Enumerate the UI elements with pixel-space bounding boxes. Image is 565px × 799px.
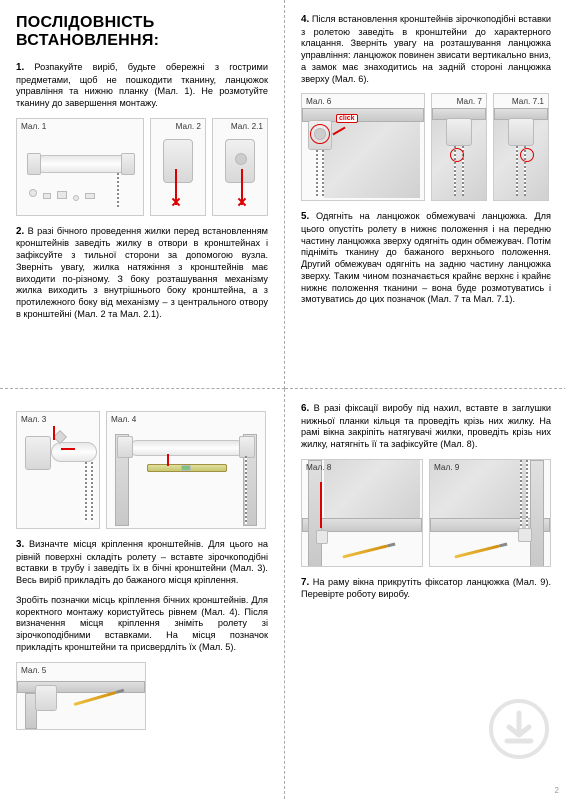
quadrant-bottom-left: Мал. 3 Мал. 4 3. [0,389,285,799]
step-4-text: 4. Після встановлення кронштейнів зірочк… [301,14,551,85]
step-6-text: 6. В разі фіксації виробу під нахил, вст… [301,403,551,451]
figure-1: Мал. 1 [16,118,144,216]
figure-4: Мал. 4 [106,411,266,529]
step-7-text: 7. На раму вікна прикрутіть фіксатор лан… [301,577,551,601]
figure-3: Мал. 3 [16,411,100,529]
figure-row-3-4: Мал. 3 Мал. 4 [16,411,268,529]
step-2-text: 2. В разі бічного проведення жилки перед… [16,226,268,321]
figure-7-1: Мал. 7.1 [493,93,549,201]
figure-row-8-9: Мал. 8 Мал. 9 [301,459,551,567]
watermark-icon [489,699,549,759]
step-3b-text: Зробіть позначки місць кріплення бічних … [16,595,268,654]
step-3a-text: 3. Визначте місця кріплення кронштейнів.… [16,539,268,587]
figure-6: Мал. 6 click [301,93,425,201]
figure-row-1-2: Мал. 1 Мал. 2 [16,118,268,216]
click-label: click [336,114,358,123]
figure-9: Мал. 9 [429,459,551,567]
step-5-text: 5. Одягніть на ланцюжок обмежувачі ланцю… [301,211,551,306]
page-title: ПОСЛІДОВНІСТЬ ВСТАНОВЛЕННЯ: [16,14,268,50]
figure-2-1: Мал. 2.1 [212,118,268,216]
figure-row-6-7: Мал. 6 click Мал. 7 Ма [301,93,551,201]
page-number: 2 [555,786,559,795]
figure-7: Мал. 7 [431,93,487,201]
step-1-text: 1. Розпакуйте виріб, будьте обережні з г… [16,62,268,110]
quadrant-top-right: 4. Після встановлення кронштейнів зірочк… [285,0,565,389]
figure-row-5: Мал. 5 [16,662,268,730]
figure-5: Мал. 5 [16,662,146,730]
figure-8: Мал. 8 [301,459,423,567]
figure-2: Мал. 2 [150,118,206,216]
quadrant-bottom-right: 6. В разі фіксації виробу під нахил, вст… [285,389,565,799]
quadrant-top-left: ПОСЛІДОВНІСТЬ ВСТАНОВЛЕННЯ: 1. Розпакуйт… [0,0,285,389]
